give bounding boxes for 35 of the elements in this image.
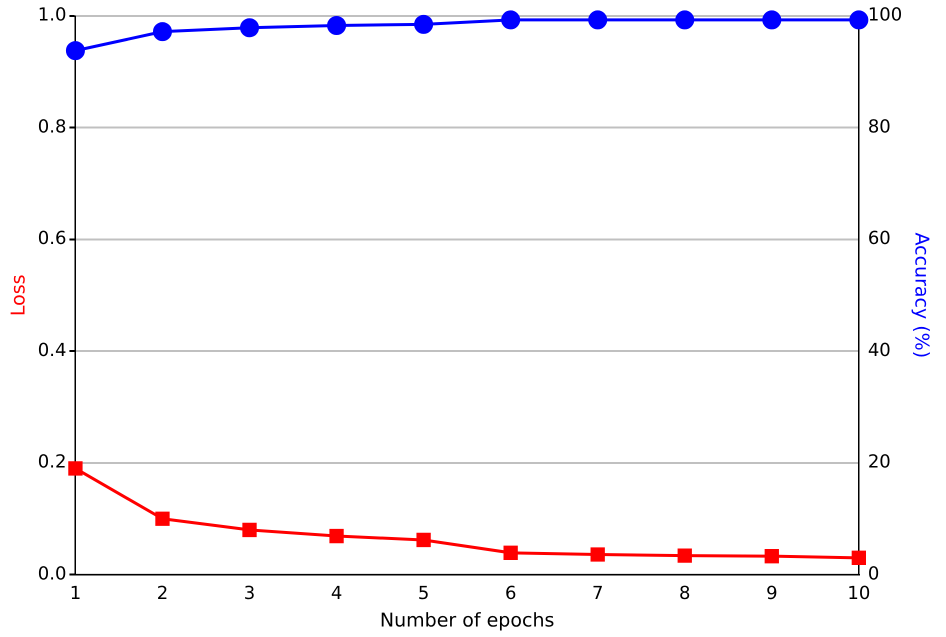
x-tick-label: 6: [504, 583, 516, 604]
x-tick-label: 7: [592, 583, 604, 604]
y-tick-label: 0.4: [38, 340, 66, 361]
point: [416, 532, 431, 548]
y2-tick-label: 100: [868, 4, 902, 26]
point: [852, 550, 866, 565]
y2-tick-label: 60: [868, 228, 891, 250]
point: [155, 512, 170, 526]
point: [764, 549, 779, 564]
y-axis-title: Loss: [7, 274, 30, 316]
point: [504, 546, 518, 560]
y2-tick-label: 20: [868, 452, 891, 473]
y2-tick-label: 80: [868, 116, 891, 138]
point: [242, 522, 257, 538]
y-tick-label: 0.6: [38, 228, 66, 250]
x-tick-label: 1: [70, 583, 82, 604]
x-tick-label: 5: [418, 583, 430, 604]
y2-tick-label: 40: [868, 340, 891, 361]
point: [329, 528, 344, 544]
y2-tick-label: 0: [868, 563, 880, 584]
x-tick-label: 3: [244, 583, 256, 604]
x-tick-label: 4: [330, 583, 342, 604]
y-tick-label: 0.2: [38, 452, 66, 473]
point: [590, 547, 605, 562]
y-tick-label: 0.8: [38, 116, 66, 138]
y-tick-label: 1.0: [38, 4, 66, 26]
point: [68, 461, 83, 476]
y2-axis-title: Accuracy (%): [910, 232, 933, 358]
y-tick-label: 0.0: [38, 563, 66, 584]
x-tick-label: 2: [156, 583, 168, 604]
point: [678, 548, 692, 563]
x-tick-label: 8: [679, 583, 690, 604]
x-axis-title: Number of epochs: [380, 610, 554, 632]
x-tick-label: 9: [766, 583, 778, 604]
x-tick-label: 10: [847, 583, 870, 604]
